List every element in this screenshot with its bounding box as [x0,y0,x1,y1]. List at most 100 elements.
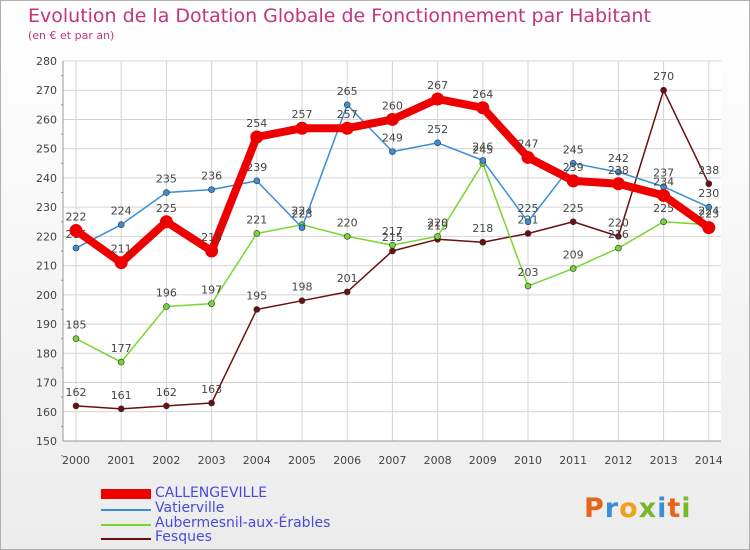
proxiti-logo: Proxiti [584,493,692,524]
data-label-aubermesnil-aux-erables: 221 [246,213,267,226]
data-point-aubermesnil-aux-erables [434,233,441,240]
data-point-aubermesnil-aux-erables [615,244,622,252]
data-point-vatierville [343,101,351,109]
y-tick-label: 240 [36,172,57,185]
data-point-vatierville [117,221,125,228]
data-point-fesques [705,180,713,188]
data-point-fesques [253,306,261,313]
x-tick-label: 2003 [198,454,226,467]
logo-letter: i [657,493,668,524]
logo-letter: x [638,493,658,524]
legend-swatch-callengeville [101,489,151,499]
data-label-fesques: 225 [563,202,584,215]
data-point-fesques [660,86,667,94]
x-tick-label: 2008 [424,454,452,467]
data-label-vatierville: 235 [156,173,177,186]
data-label-callengeville: 267 [427,79,448,92]
y-tick-label: 260 [36,113,57,126]
data-label-callengeville: 239 [563,161,584,174]
data-point-callengeville [385,112,399,126]
chart-subtitle: (en € et par an) [28,29,115,42]
data-label-callengeville: 254 [246,117,267,130]
data-label-vatierville: 236 [201,170,222,183]
data-point-fesques [569,218,577,226]
data-point-fesques [163,402,170,410]
data-label-fesques: 201 [337,272,358,285]
logo-letter: P [584,493,605,524]
data-label-vatierville: 224 [111,205,132,218]
data-label-callengeville: 225 [156,202,177,215]
data-point-vatierville [298,224,306,231]
data-point-callengeville [431,92,445,106]
y-tick-label: 150 [36,435,57,448]
y-tick-label: 190 [36,318,57,331]
data-label-callengeville: 234 [653,175,674,188]
data-label-fesques: 163 [201,383,222,396]
data-point-aubermesnil-aux-erables [343,233,351,240]
data-point-aubermesnil-aux-erables [253,230,261,237]
x-tick-label: 2012 [604,454,632,467]
data-point-aubermesnil-aux-erables [117,358,125,366]
data-label-callengeville: 215 [201,231,222,244]
data-point-aubermesnil-aux-erables [72,335,80,342]
data-point-callengeville [657,188,671,202]
data-point-fesques [208,399,215,407]
data-point-vatierville [615,168,622,176]
data-label-callengeville: 257 [292,108,313,121]
data-point-vatierville [479,157,487,164]
data-label-aubermesnil-aux-erables: 203 [518,266,539,279]
data-point-aubermesnil-aux-erables [524,282,532,290]
data-point-vatierville [389,148,396,155]
data-point-callengeville [250,130,264,144]
data-label-fesques: 162 [156,386,177,399]
data-point-fesques [298,297,306,304]
logo-letter: r [604,493,620,524]
chart-title: Evolution de la Dotation Globale de Fonc… [28,5,651,27]
data-label-callengeville: 260 [382,99,403,112]
data-point-fesques [343,288,351,296]
data-label-aubermesnil-aux-erables: 220 [427,216,448,229]
x-tick-label: 2004 [243,454,271,467]
data-label-fesques: 161 [111,389,132,402]
data-point-callengeville [205,244,219,258]
data-label-aubermesnil-aux-erables: 245 [472,143,493,156]
x-tick-label: 2011 [559,454,587,467]
x-tick-label: 2014 [695,454,723,467]
data-label-fesques: 238 [698,164,719,177]
data-label-fesques: 198 [292,281,313,294]
data-point-vatierville [72,244,80,252]
data-point-callengeville [521,150,535,164]
legend-label-vatierville: Vatierville [155,500,225,516]
data-label-fesques: 270 [653,70,674,83]
x-tick-label: 2010 [514,454,542,467]
data-label-aubermesnil-aux-erables: 185 [66,319,87,332]
legend-swatch-fesques [101,538,151,540]
data-label-fesques: 195 [246,289,267,302]
data-point-callengeville [159,215,173,229]
data-point-aubermesnil-aux-erables [208,300,215,307]
x-tick-label: 2000 [62,454,90,467]
legend-swatch-vatierville [101,509,151,511]
y-tick-label: 160 [36,406,57,419]
y-tick-label: 220 [36,230,57,243]
data-point-fesques [479,238,487,246]
y-tick-label: 270 [36,84,57,97]
legend-label-fesques: Fesques [155,529,212,545]
data-label-vatierville: 265 [337,85,358,98]
data-label-fesques: 218 [472,222,493,235]
data-point-aubermesnil-aux-erables [389,241,396,249]
data-label-aubermesnil-aux-erables: 216 [608,228,629,241]
x-tick-label: 2006 [333,454,361,467]
data-label-callengeville: 257 [337,108,358,121]
data-label-aubermesnil-aux-erables: 225 [653,202,674,215]
data-point-callengeville [295,121,309,135]
data-point-aubermesnil-aux-erables [569,265,577,272]
logo-letter: o [619,493,639,524]
data-label-aubermesnil-aux-erables: 197 [201,284,222,297]
x-tick-label: 2002 [152,454,180,467]
data-label-callengeville: 264 [472,88,493,101]
data-label-vatierville: 246 [472,140,493,153]
legend-label-aubermesnil: Aubermesnil-aux-Érables [155,515,331,531]
legend-label-callengeville: CALLENGEVILLE [155,485,268,501]
data-point-vatierville [524,218,532,226]
